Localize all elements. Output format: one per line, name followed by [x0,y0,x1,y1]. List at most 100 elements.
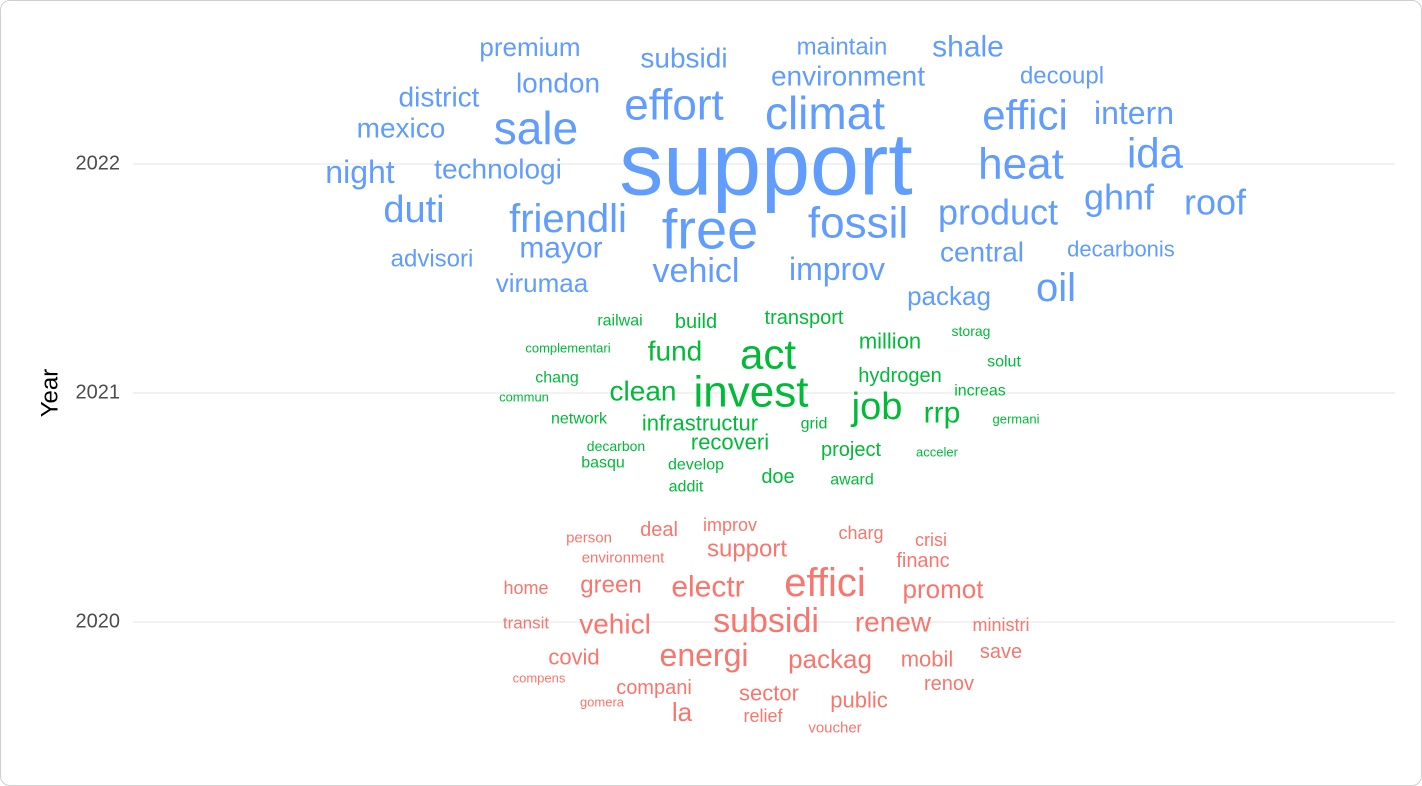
word-2022-product: product [938,192,1058,233]
word-2022-subsidi: subsidi [640,43,727,74]
word-2021-chang: chang [535,370,579,387]
word-2020-relief: relief [743,706,783,726]
word-2020-green: green [580,572,641,599]
word-2020-electr: electr [671,571,744,604]
word-2021-basqu: basqu [581,455,625,472]
word-2022-heat: heat [978,140,1064,189]
word-2021-doe: doe [761,466,794,488]
word-2022-ida: ida [1127,130,1184,177]
word-2020-environment: environment [582,550,665,567]
word-2022-mexico: mexico [357,113,446,144]
word-2022-fossil: fossil [808,199,908,248]
word-2022-friendli: friendli [509,197,627,241]
word-2020-gomera: gomera [580,695,625,710]
y-axis-label: Year [36,369,63,418]
word-2020-crisi: crisi [915,530,947,550]
word-2021-storag: storag [952,323,991,339]
word-2020-promot: promot [903,574,985,604]
word-2022-london: london [516,68,600,99]
word-2022-decarbonis: decarbonis [1067,237,1175,262]
word-2022-climat: climat [765,87,885,139]
word-2022-free: free [662,198,759,261]
word-2022-ghnf: ghnf [1084,177,1155,218]
word-2020-compani: compani [616,677,692,699]
word-2021-fund: fund [648,336,703,367]
word-2020-public: public [830,688,887,713]
word-2022-effici: effici [982,92,1068,139]
word-2020-home: home [503,578,548,598]
word-2021-build: build [675,311,717,333]
word-2020-transit: transit [503,614,550,633]
word-2020-ministri: ministri [973,615,1030,635]
word-group-2020: efficisubsidienergielectrvehiclpromotren… [503,515,1030,737]
word-2020-renew: renew [855,607,932,638]
word-2022-environment: environment [771,61,925,92]
y-tick-2020: 2020 [76,610,121,632]
y-axis-ticks: 2022 2021 2020 [76,152,121,632]
word-2020-charg: charg [838,523,883,543]
word-2021-hydrogen: hydrogen [858,365,941,387]
word-2022-vehicl: vehicl [653,252,740,290]
word-2021-complementari: complementari [525,341,610,356]
word-2022-intern: intern [1094,95,1174,131]
word-2021-solut: solut [987,354,1021,371]
word-2020-save: save [980,641,1022,663]
word-2021-network: network [551,411,608,428]
word-2020-packag: packag [788,644,872,674]
word-2022-roof: roof [1184,182,1247,223]
word-layer: support sale effort climat free fossil heat ida… [325,31,1247,737]
word-2020-voucher: voucher [808,720,861,737]
word-2020-financ: financ [896,550,949,572]
word-2022-night: night [325,154,395,190]
word-2022-packag: packag [907,281,991,311]
word-2020-deal: deal [640,519,678,541]
word-2020-effici: effici [784,561,866,605]
word-2022-maintain: maintain [797,34,888,61]
word-2022-mayor: mayor [519,232,602,265]
word-2022-effort: effort [624,81,723,130]
word-2021-act: act [740,331,796,378]
word-2020-covid: covid [548,645,599,670]
word-2022-support: support [619,115,913,214]
word-2021-railwai: railwai [597,313,642,330]
gridlines [133,163,1395,623]
word-2021-million: million [859,329,921,354]
word-2020-improv: improv [703,515,757,535]
word-2020-la: la [672,697,693,727]
word-2021-develop: develop [668,457,724,474]
word-2020-mobil: mobil [901,647,954,672]
word-2021-addit: addit [669,479,704,496]
word-2022-sale: sale [494,102,578,154]
word-2020-person: person [566,530,612,547]
word-2022-oil: oil [1036,266,1076,310]
word-2021-grid: grid [801,416,828,433]
word-2022-advisori: advisori [391,246,474,273]
word-2021-germani: germani [993,412,1040,427]
word-2021-rrp: rrp [924,397,961,430]
word-2022-duti: duti [383,189,444,231]
word-2020-sector: sector [739,681,799,706]
word-2021-project: project [821,439,881,461]
word-2022-technologi: technologi [434,154,562,185]
word-2022-premium: premium [479,32,580,62]
y-tick-2022: 2022 [76,152,121,174]
word-2020-renov: renov [924,673,974,695]
word-2020-subsidi: subsidi [713,602,819,640]
word-2020-vehicl: vehicl [579,609,651,640]
word-2021-award: award [830,472,874,489]
word-2021-job: job [851,386,903,428]
word-2020-compens: compens [513,671,566,686]
word-2021-invest: invest [694,368,809,417]
word-2021-commun: commun [499,390,549,405]
word-2021-transport: transport [765,307,844,329]
word-2021-decarbon: decarbon [587,438,645,454]
word-2021-clean: clean [610,376,677,407]
y-tick-2021: 2021 [76,381,121,403]
word-2022-district: district [399,82,480,113]
word-2021-infrastructur: infrastructur [642,411,758,436]
word-2021-acceler: acceler [916,445,959,460]
word-2021-increas: increas [954,383,1006,400]
